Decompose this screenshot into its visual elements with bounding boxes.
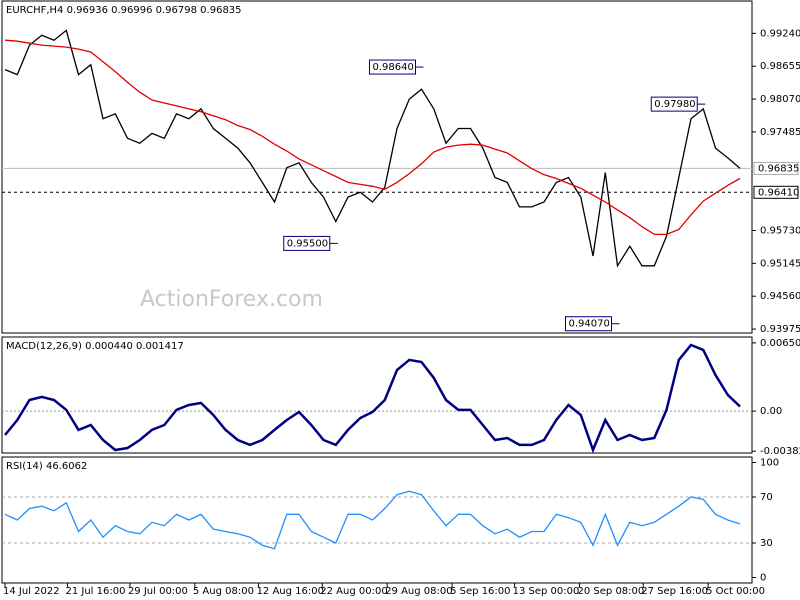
x-tick-label: 5 Oct 00:00 (706, 586, 765, 597)
x-tick-label: 20 Sep 08:00 (578, 586, 645, 597)
x-tick-label: 12 Aug 16:00 (257, 586, 324, 597)
pane-title: EURCHF,H4 0.96936 0.96996 0.96798 0.9683… (6, 5, 242, 16)
series-line (4, 39, 741, 236)
x-tick-label: 13 Sep 00:00 (513, 586, 580, 597)
x-tick-label: 14 Jul 2022 (3, 586, 60, 597)
x-tick-label: 5 Sep 16:00 (450, 586, 510, 597)
y-tick-label: 0.93975 (760, 324, 800, 335)
y-tick-label: 0.99240 (760, 28, 800, 39)
x-tick-label: 21 Jul 16:00 (65, 586, 125, 597)
y-tick-label: 0.98070 (760, 94, 800, 105)
price-box (753, 161, 799, 175)
pane (1, 456, 753, 584)
y-tick-label: 0.006509 (760, 338, 800, 349)
annotation-box (565, 316, 612, 332)
x-tick-label: 5 Aug 08:00 (193, 586, 254, 597)
y-tick-label: 0 (760, 572, 766, 583)
y-tick-label: 0.94560 (760, 291, 800, 302)
y-tick-label: 0.98655 (760, 61, 800, 72)
y-tick-label: 0.00 (760, 406, 782, 417)
x-tick-label: 29 Aug 08:00 (385, 586, 452, 597)
series-line (4, 343, 741, 454)
annotation-label: 0.95500 (287, 238, 328, 249)
x-tick-label: 29 Jul 00:00 (128, 586, 188, 597)
pane-title: RSI(14) 46.6062 (6, 461, 87, 472)
pane-title: MACD(12,26,9) 0.000440 0.001417 (6, 341, 184, 352)
watermark: ActionForex.com (140, 287, 323, 312)
y-tick-label: 0.95145 (760, 258, 800, 269)
y-tick-label: 100 (760, 458, 779, 469)
price-label: 0.96410 (758, 187, 799, 198)
x-tick-label: 22 Aug 00:00 (320, 586, 387, 597)
annotation-box (650, 96, 698, 112)
series-line (4, 490, 741, 550)
annotation-box (283, 235, 331, 251)
y-tick-label: 0.95730 (760, 225, 800, 236)
y-tick-label: 70 (760, 492, 773, 503)
y-tick-label: 30 (760, 538, 773, 549)
y-tick-label: -0.003828 (760, 446, 800, 457)
price-label: 0.96835 (758, 163, 799, 174)
annotation-label: 0.97980 (654, 99, 695, 110)
pane (1, 0, 753, 334)
pane (1, 336, 753, 454)
y-tick-label: 0.97485 (760, 127, 800, 138)
price-box (753, 185, 799, 199)
annotation-box (369, 59, 416, 75)
annotation-label: 0.98640 (373, 62, 414, 73)
series-line (4, 29, 741, 268)
annotation-label: 0.94070 (569, 319, 610, 330)
x-tick-label: 27 Sep 16:00 (641, 586, 708, 597)
